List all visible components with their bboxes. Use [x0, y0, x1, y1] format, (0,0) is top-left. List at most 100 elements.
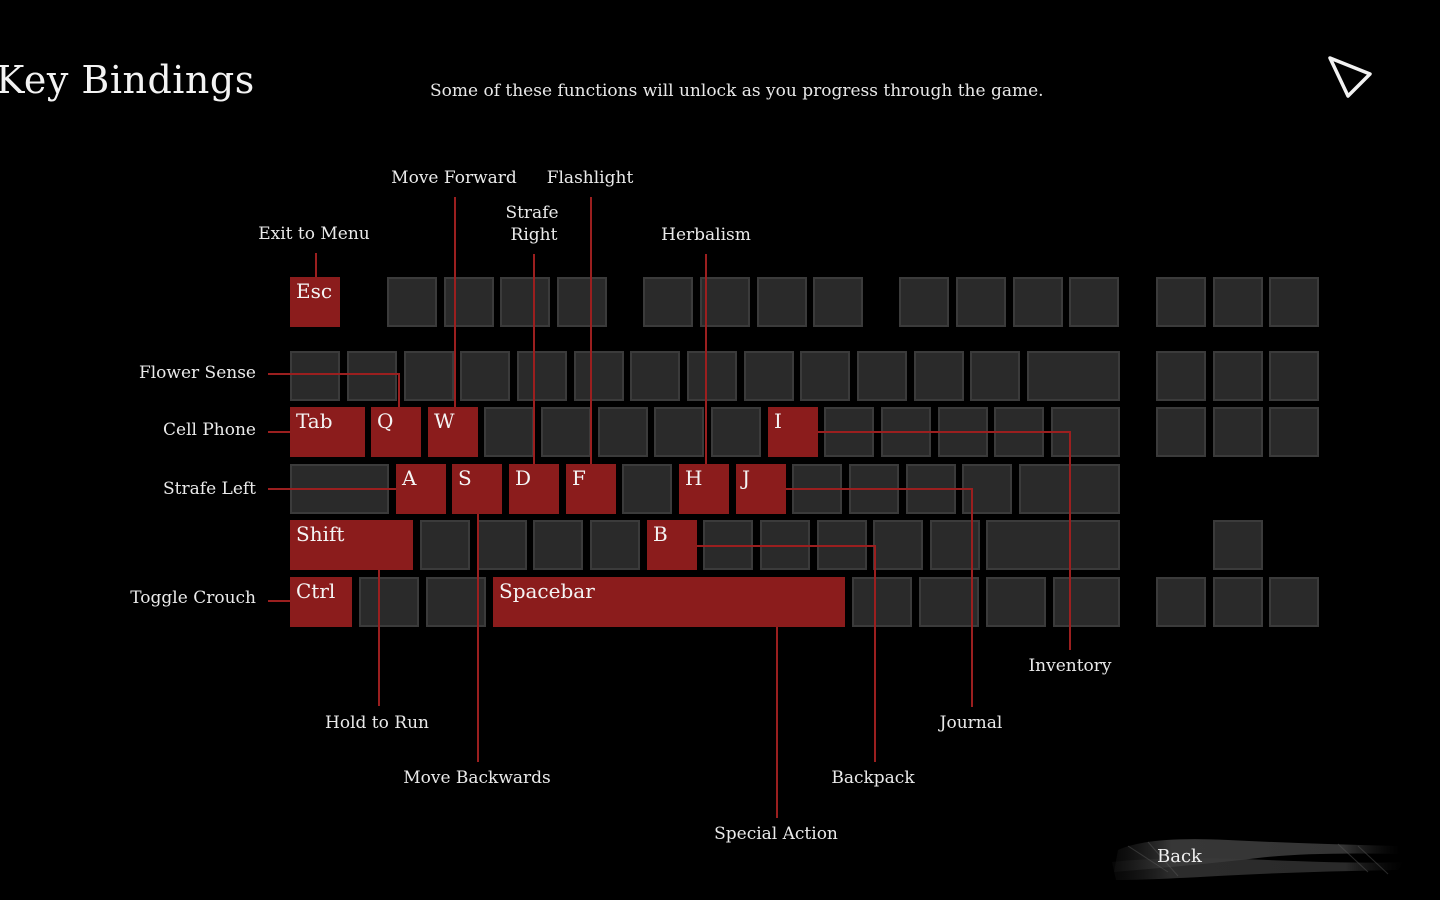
key-label: Q	[377, 409, 394, 433]
key[interactable]	[541, 407, 591, 457]
key-label: Tab	[296, 409, 333, 433]
key[interactable]	[1156, 351, 1206, 401]
key-ctrl[interactable]: Ctrl	[290, 577, 352, 627]
key-arrow-right[interactable]	[1269, 577, 1319, 627]
key-backspace[interactable]	[1027, 351, 1120, 401]
key-esc[interactable]: Esc	[290, 277, 340, 327]
key-label: A	[402, 466, 417, 490]
key[interactable]	[899, 277, 949, 327]
callout-strafe-right-line2: Right	[510, 225, 558, 245]
key-tab[interactable]: Tab	[290, 407, 365, 457]
callout-move-backwards: Move Backwards	[403, 768, 551, 788]
key-right-shift[interactable]	[986, 520, 1120, 570]
key[interactable]	[598, 407, 648, 457]
callout-flashlight: Flashlight	[546, 168, 634, 188]
callout-backpack: Backpack	[831, 768, 915, 788]
key[interactable]	[347, 351, 397, 401]
key[interactable]	[590, 520, 640, 570]
key-spacebar[interactable]: Spacebar	[493, 577, 845, 627]
key[interactable]	[533, 520, 583, 570]
key[interactable]	[986, 577, 1046, 627]
key-label: Ctrl	[296, 579, 336, 603]
key[interactable]	[1213, 351, 1263, 401]
back-button[interactable]: Back	[1108, 832, 1408, 884]
callout-move-forward: Move Forward	[391, 168, 517, 188]
key[interactable]	[852, 577, 912, 627]
key[interactable]	[654, 407, 704, 457]
page-title: Key Bindings	[0, 58, 255, 102]
key-i[interactable]: I	[768, 407, 818, 457]
callout-journal: Journal	[939, 713, 1003, 733]
key[interactable]	[1213, 277, 1263, 327]
key[interactable]	[1013, 277, 1063, 327]
key[interactable]	[1069, 277, 1119, 327]
back-label: Back	[1157, 846, 1202, 867]
key[interactable]	[1156, 277, 1206, 327]
key[interactable]	[700, 277, 750, 327]
key[interactable]	[643, 277, 693, 327]
key[interactable]	[744, 351, 794, 401]
key[interactable]	[426, 577, 486, 627]
key[interactable]	[1269, 351, 1319, 401]
key[interactable]	[800, 351, 850, 401]
key[interactable]	[622, 464, 672, 514]
key-label: Spacebar	[499, 579, 595, 603]
key[interactable]	[919, 577, 979, 627]
key-h[interactable]: H	[679, 464, 729, 514]
key[interactable]	[1053, 577, 1120, 627]
callout-strafe-left: Strafe Left	[163, 479, 256, 499]
key-label: Esc	[296, 279, 333, 303]
key-j[interactable]: J	[736, 464, 786, 514]
key[interactable]	[420, 520, 470, 570]
callout-hold-to-run: Hold to Run	[325, 713, 429, 733]
callout-toggle-crouch: Toggle Crouch	[130, 588, 256, 608]
key-arrow-up[interactable]	[1213, 520, 1263, 570]
key[interactable]	[873, 520, 923, 570]
key[interactable]	[387, 277, 437, 327]
key[interactable]	[1213, 407, 1263, 457]
key-label: H	[685, 466, 703, 490]
key[interactable]	[711, 407, 761, 457]
key[interactable]	[970, 351, 1020, 401]
unlock-hint: Some of these functions will unlock as y…	[430, 81, 1044, 101]
key[interactable]	[1156, 407, 1206, 457]
key[interactable]	[359, 577, 419, 627]
key[interactable]	[517, 351, 567, 401]
key[interactable]	[630, 351, 680, 401]
key[interactable]	[1269, 407, 1319, 457]
key-arrow-left[interactable]	[1156, 577, 1206, 627]
key[interactable]	[500, 277, 550, 327]
key[interactable]	[956, 277, 1006, 327]
key[interactable]	[444, 277, 494, 327]
key[interactable]	[460, 351, 510, 401]
callout-exit-to-menu: Exit to Menu	[258, 224, 370, 244]
key[interactable]	[574, 351, 624, 401]
key-label: J	[742, 466, 751, 490]
key-arrow-down[interactable]	[1213, 577, 1263, 627]
key-label: Shift	[296, 522, 345, 546]
cursor-icon	[1328, 56, 1372, 98]
key-d[interactable]: D	[509, 464, 559, 514]
key-f[interactable]: F	[566, 464, 616, 514]
callout-strafe-right-line1: Strafe	[505, 203, 559, 223]
key[interactable]	[557, 277, 607, 327]
key[interactable]	[1269, 277, 1319, 327]
key-b[interactable]: B	[647, 520, 697, 570]
callout-herbalism: Herbalism	[661, 225, 751, 245]
key-q[interactable]: Q	[371, 407, 421, 457]
key-a[interactable]: A	[396, 464, 446, 514]
key[interactable]	[290, 351, 340, 401]
key-s[interactable]: S	[452, 464, 502, 514]
key[interactable]	[857, 351, 907, 401]
key[interactable]	[757, 277, 807, 327]
callout-inventory: Inventory	[1028, 656, 1112, 676]
key[interactable]	[687, 351, 737, 401]
key[interactable]	[404, 351, 454, 401]
key[interactable]	[914, 351, 964, 401]
brush-stroke-background	[1112, 839, 1404, 880]
key-shift[interactable]: Shift	[290, 520, 413, 570]
callout-cell-phone: Cell Phone	[163, 420, 256, 440]
key-w[interactable]: W	[428, 407, 478, 457]
key[interactable]	[813, 277, 863, 327]
callout-flower-sense: Flower Sense	[138, 363, 256, 383]
